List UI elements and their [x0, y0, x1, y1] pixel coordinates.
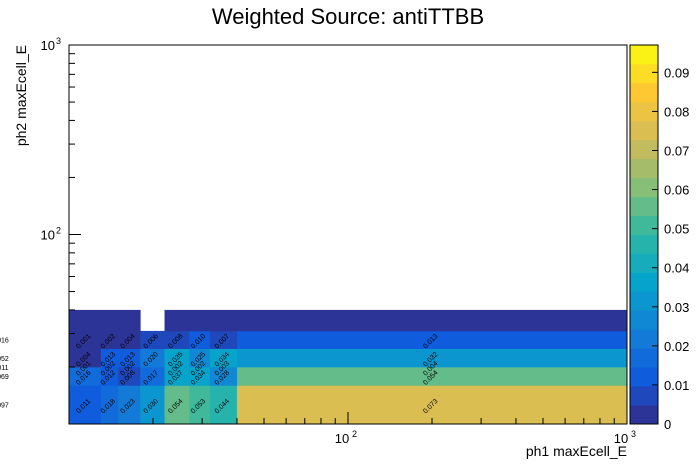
- heatmap-cell: [236, 366, 628, 386]
- heatmap-cell: [189, 366, 211, 386]
- heatmap-cell: [100, 348, 119, 368]
- colorbar-swatch: [630, 63, 658, 84]
- heatmap-cell: [236, 385, 628, 425]
- heatmap-cell: [118, 366, 141, 386]
- y-tick-label-exponent: 2: [56, 226, 61, 236]
- heatmap-cell: [209, 385, 238, 425]
- x-axis-label: ph1 maxEcell_E: [526, 443, 627, 459]
- heatmap-cell: [209, 348, 238, 368]
- colorbar-tick-label: 0.06: [664, 183, 689, 198]
- heatmap-cell: [69, 348, 102, 368]
- heatmap-cell: [69, 330, 102, 349]
- heatmap-cell: [189, 309, 211, 332]
- heatmap-cell: [189, 385, 211, 425]
- y-tick-label: 10: [41, 228, 55, 243]
- colorbar-tick-label: 0.01: [664, 378, 689, 393]
- colorbar-tick-label: 0.05: [664, 222, 689, 237]
- colorbar-swatch: [630, 234, 658, 254]
- cell-value-label: 0.097: [0, 403, 9, 410]
- heatmap-cell: [100, 330, 119, 349]
- colorbar-swatch: [630, 253, 658, 273]
- heatmap-cell: [189, 330, 211, 349]
- colorbar-frame: [629, 44, 659, 425]
- cell-value-label: 0.016: [0, 338, 9, 345]
- colorbar-swatch: [630, 196, 658, 216]
- colorbar-swatch: [630, 405, 658, 425]
- chart-title: Weighted Source: antiTTBB: [212, 4, 484, 29]
- colorbar-tick-label: 0: [664, 417, 671, 432]
- y-tick-label-exponent: 3: [56, 36, 61, 46]
- heatmap-cell: [209, 309, 238, 332]
- cell-value-label: 0.052: [0, 356, 9, 363]
- heatmap-cell: [140, 330, 165, 349]
- x-axis: 10 2 10 3: [68, 412, 636, 446]
- colorbar-swatch: [630, 291, 658, 311]
- colorbar-swatch: [630, 386, 658, 406]
- colorbar: 0 0.01 0.02 0.03 0.04 0.05 0.06 0.07 0.08 0.09: [629, 44, 689, 432]
- heatmap-cell: [164, 309, 190, 332]
- heatmap-cell: [69, 309, 102, 332]
- colorbar-swatch: [630, 120, 658, 141]
- colorbar-swatch: [630, 45, 658, 65]
- heatmap-cell: [100, 366, 119, 386]
- colorbar-swatch: [630, 329, 658, 349]
- heatmap-cell: [140, 348, 165, 368]
- colorbar-swatch: [630, 139, 658, 160]
- colorbar-tick-label: 0.09: [664, 65, 689, 80]
- heatmap-cell: [140, 385, 165, 425]
- colorbar-tick-label: 0.08: [664, 104, 689, 119]
- colorbar-tick-label: 0.03: [664, 300, 689, 315]
- colorbar-tick-label: 0.04: [664, 261, 689, 276]
- x-tick-label-exponent: 3: [631, 429, 636, 439]
- colorbar-swatch: [630, 215, 658, 235]
- x-tick-label: 10: [335, 431, 349, 446]
- heatmap-cell: [209, 330, 238, 349]
- heatmap-cell: [100, 309, 119, 332]
- colorbar-swatch: [630, 310, 658, 330]
- colorbar-swatch: [630, 101, 658, 122]
- colorbar-swatch: [630, 177, 658, 197]
- heatmap-cell: [140, 366, 165, 386]
- x-tick-label: 10: [614, 431, 628, 446]
- heatmap-cell: [69, 366, 102, 386]
- heatmap-cell: [118, 330, 141, 349]
- heatmap-cell: [164, 330, 190, 349]
- heatmap-cell: [164, 348, 190, 368]
- colorbar-swatch: [630, 367, 658, 387]
- y-tick-label: 10: [41, 38, 55, 53]
- colorbar-swatch: [630, 348, 658, 368]
- heatmap-cell: [164, 385, 190, 425]
- heatmap-cell: [69, 385, 102, 425]
- colorbar-tick-label: 0.07: [664, 143, 689, 158]
- heatmap-cells: [69, 309, 628, 425]
- x-tick-label-exponent: 2: [352, 429, 357, 439]
- heatmap-cell: [209, 366, 238, 386]
- heatmap-cell: [236, 348, 628, 368]
- heatmap-cell: [118, 309, 141, 332]
- y-axis-label: ph2 maxEcell_E: [13, 45, 29, 146]
- heatmap-cell: [236, 309, 628, 332]
- cell-value-label: 0.011: [0, 365, 9, 372]
- heatmap-cell: [236, 330, 628, 349]
- heatmap-cell: [118, 348, 141, 368]
- colorbar-swatch: [630, 82, 658, 103]
- heatmap-cell: [164, 366, 190, 386]
- cell-value-label: 0.069: [0, 374, 9, 381]
- colorbar-swatch: [630, 272, 658, 292]
- colorbar-swatch: [630, 158, 658, 179]
- heatmap-cell: [118, 385, 141, 425]
- colorbar-tick-label: 0.02: [664, 339, 689, 354]
- heatmap-cell: [100, 385, 119, 425]
- heatmap-cell: [189, 348, 211, 368]
